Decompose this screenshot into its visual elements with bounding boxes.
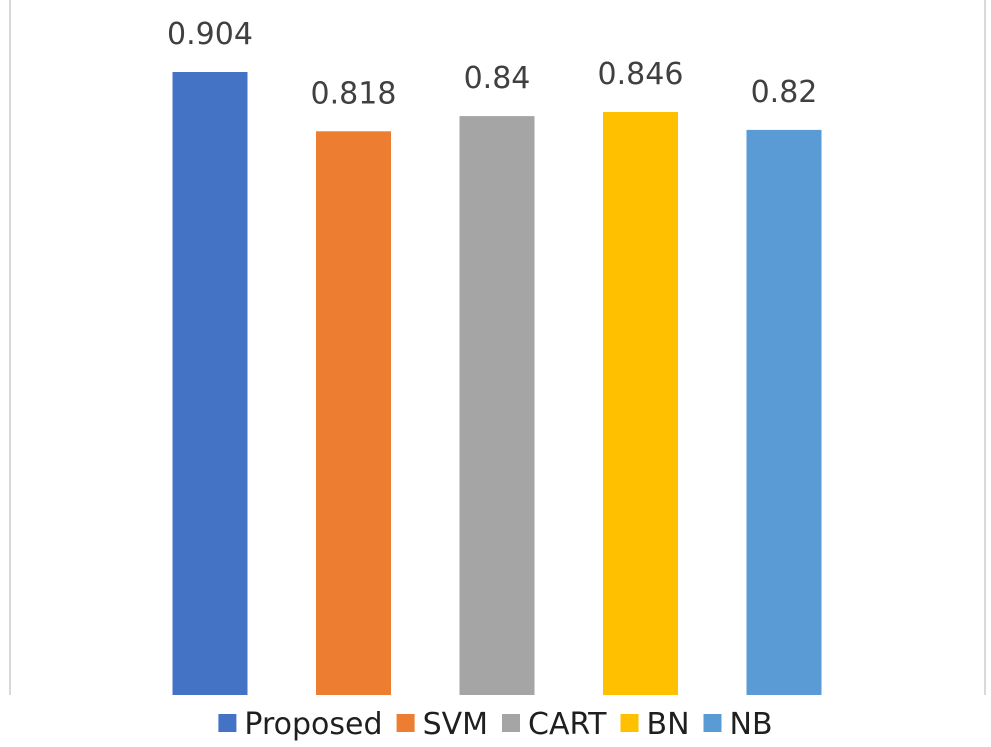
legend-label-nb: NB — [730, 707, 773, 742]
data-labels-layer: 0.904 0.818 0.84 0.846 0.82 — [167, 17, 817, 111]
legend-swatch-proposed — [218, 714, 237, 732]
data-label-proposed: 0.904 — [167, 17, 253, 52]
data-label-bn: 0.846 — [598, 57, 684, 92]
data-label-cart: 0.84 — [464, 61, 531, 96]
bar-nb — [746, 129, 822, 695]
legend-swatch-svm — [396, 714, 415, 732]
bar-proposed — [172, 72, 248, 695]
bar-bn — [603, 112, 678, 695]
legend-item-svm: SVM — [396, 707, 488, 742]
bar-cart — [459, 116, 535, 696]
legend-swatch-nb — [703, 714, 722, 732]
legend-item-nb: NB — [703, 707, 773, 742]
data-label-svm: 0.818 — [311, 76, 397, 111]
legend-label-svm: SVM — [423, 707, 488, 742]
bar-svm — [316, 131, 391, 696]
legend: Proposed SVM CART BN NB — [218, 707, 773, 742]
data-label-nb: 0.82 — [751, 75, 818, 110]
legend-item-proposed: Proposed — [218, 707, 383, 742]
bars-layer — [172, 72, 822, 696]
legend-swatch-cart — [502, 714, 520, 732]
legend-swatch-bn — [620, 714, 639, 732]
legend-item-cart: CART — [502, 707, 607, 742]
legend-label-proposed: Proposed — [244, 707, 382, 742]
legend-item-bn: BN — [620, 707, 690, 742]
legend-label-bn: BN — [647, 707, 690, 742]
legend-label-cart: CART — [528, 707, 607, 742]
